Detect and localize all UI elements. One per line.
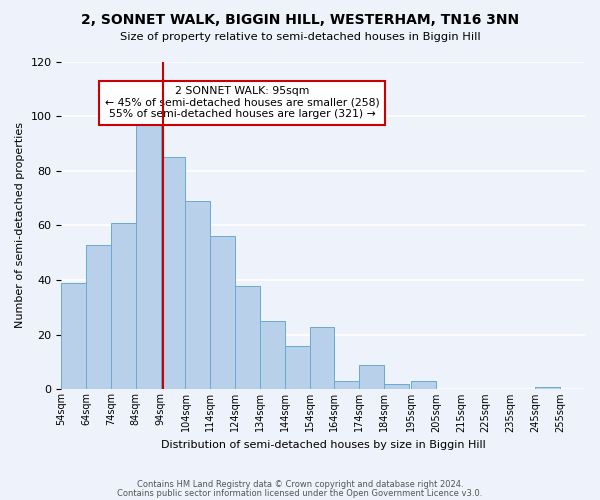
X-axis label: Distribution of semi-detached houses by size in Biggin Hill: Distribution of semi-detached houses by …: [161, 440, 485, 450]
Text: 2 SONNET WALK: 95sqm
← 45% of semi-detached houses are smaller (258)
55% of semi: 2 SONNET WALK: 95sqm ← 45% of semi-detac…: [104, 86, 379, 120]
Bar: [86, 244, 111, 390]
Text: Contains HM Land Registry data © Crown copyright and database right 2024.: Contains HM Land Registry data © Crown c…: [137, 480, 463, 489]
Bar: [411, 381, 436, 390]
Bar: [111, 222, 136, 390]
Bar: [535, 386, 560, 390]
Y-axis label: Number of semi-detached properties: Number of semi-detached properties: [15, 122, 25, 328]
Text: Contains public sector information licensed under the Open Government Licence v3: Contains public sector information licen…: [118, 488, 482, 498]
Text: 2, SONNET WALK, BIGGIN HILL, WESTERHAM, TN16 3NN: 2, SONNET WALK, BIGGIN HILL, WESTERHAM, …: [81, 12, 519, 26]
Bar: [61, 283, 86, 390]
Bar: [285, 346, 310, 390]
Text: Size of property relative to semi-detached houses in Biggin Hill: Size of property relative to semi-detach…: [119, 32, 481, 42]
Bar: [359, 365, 384, 390]
Bar: [136, 124, 161, 390]
Bar: [210, 236, 235, 390]
Bar: [260, 321, 285, 390]
Bar: [185, 201, 210, 390]
Bar: [310, 326, 334, 390]
Bar: [161, 157, 185, 390]
Bar: [384, 384, 409, 390]
Bar: [334, 381, 359, 390]
Bar: [235, 286, 260, 390]
